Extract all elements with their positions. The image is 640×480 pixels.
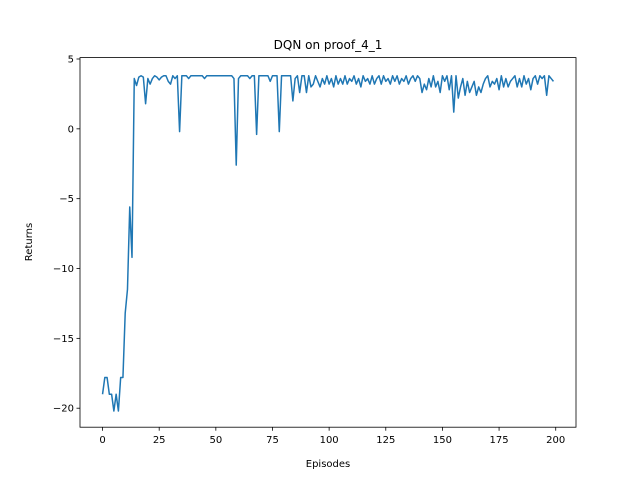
x-tick-label: 25 [153,435,166,446]
x-tick-label: 200 [546,435,565,446]
x-tick-label: 150 [433,435,452,446]
x-tick-label: 100 [320,435,339,446]
x-tick-label: 0 [99,435,105,446]
y-tick-label: −5 [59,194,74,205]
y-axis-label: Returns [24,223,35,261]
x-tick-label: 50 [209,435,222,446]
y-tick-label: −20 [53,404,74,415]
x-tick-label: 125 [376,435,395,446]
line [101,75,555,412]
y-tick-label: −10 [53,264,74,275]
x-axis-label: Episodes [306,459,350,470]
y-tick-label: 0 [68,124,74,135]
x-tick-label: 75 [266,435,279,446]
axes-frame [79,57,577,428]
y-tick-label: 5 [68,54,74,65]
y-tick-label: −15 [53,334,74,345]
chart-title: DQN on proof_4_1 [274,38,383,52]
x-tick-label: 175 [490,435,509,446]
